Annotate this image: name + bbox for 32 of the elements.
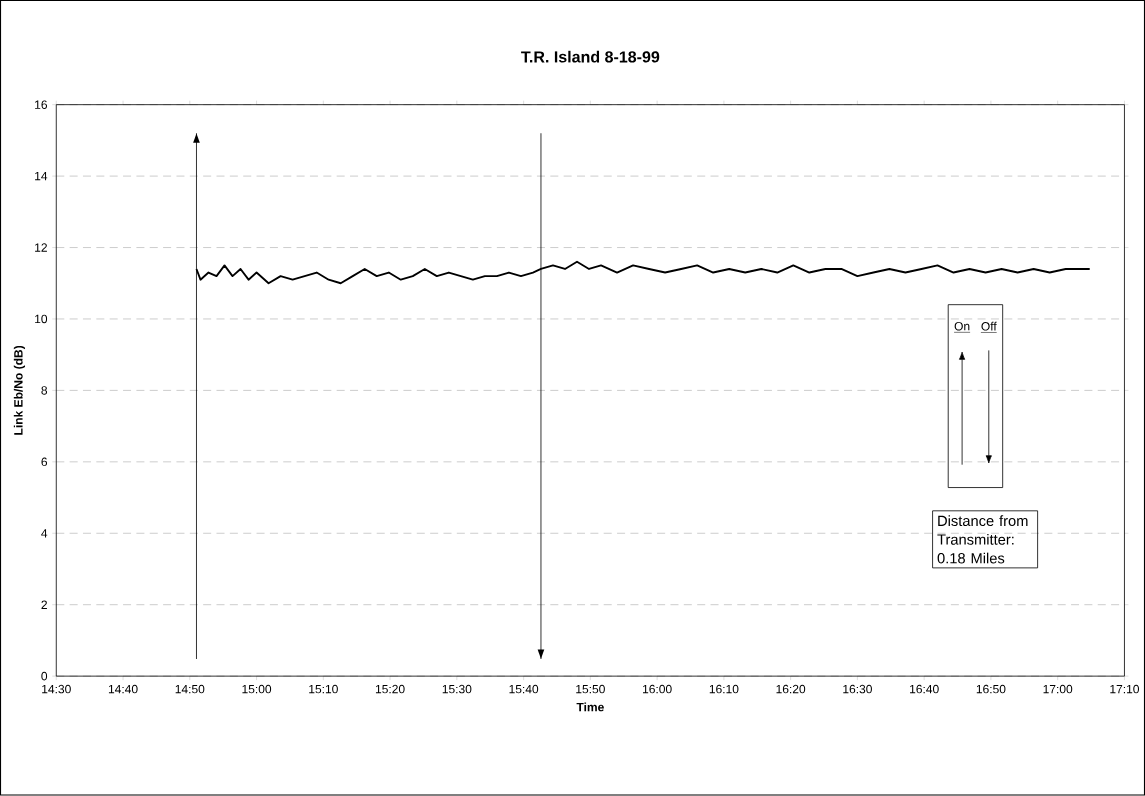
y-tick-label: 4 <box>41 529 48 538</box>
y-tick-label: 12 <box>35 243 47 252</box>
x-tick-label: 14:40 <box>108 685 138 694</box>
y-tick-label: 0 <box>41 672 48 681</box>
y-tick-label: 10 <box>35 314 48 324</box>
x-tick-label: 16:10 <box>709 685 739 694</box>
x-tick-label: 14:30 <box>42 685 71 694</box>
x-tick-label: 16:40 <box>910 685 939 694</box>
y-tick-label: 2 <box>41 600 47 610</box>
x-tick-label: 15:20 <box>375 685 405 694</box>
annotation: Off <box>981 322 997 331</box>
y-axis-title: Link Eb/No (dB) <box>13 346 26 435</box>
x-tick-label: 17:00 <box>1043 685 1073 694</box>
x-tick-label: 15:40 <box>509 685 539 694</box>
y-tick-label: 8 <box>41 386 48 395</box>
annotation: On <box>954 322 970 331</box>
x-tick-label: 15:00 <box>242 685 272 694</box>
x-tick-label: 16:20 <box>776 685 806 694</box>
chart-title: T.R. Island 8-18-99 <box>521 51 660 63</box>
x-tick-label: 15:50 <box>576 685 605 694</box>
x-tick-label: 16:30 <box>843 685 872 694</box>
y-tick-label: 6 <box>41 457 48 467</box>
x-tick-label: 16:50 <box>976 685 1006 694</box>
x-tick-label: 15:10 <box>309 685 338 694</box>
y-tick-label: 16 <box>35 100 48 110</box>
annotation: Distance from Transmitter: 0.18 Miles <box>937 515 1028 564</box>
x-tick-label: 15:30 <box>442 685 472 694</box>
x-tick-label: 16:00 <box>643 685 672 694</box>
x-tick-label: 17:10 <box>1110 685 1140 694</box>
y-tick-label: 14 <box>35 172 48 181</box>
x-axis-title: Time <box>576 702 604 712</box>
x-tick-label: 14:50 <box>175 685 205 694</box>
